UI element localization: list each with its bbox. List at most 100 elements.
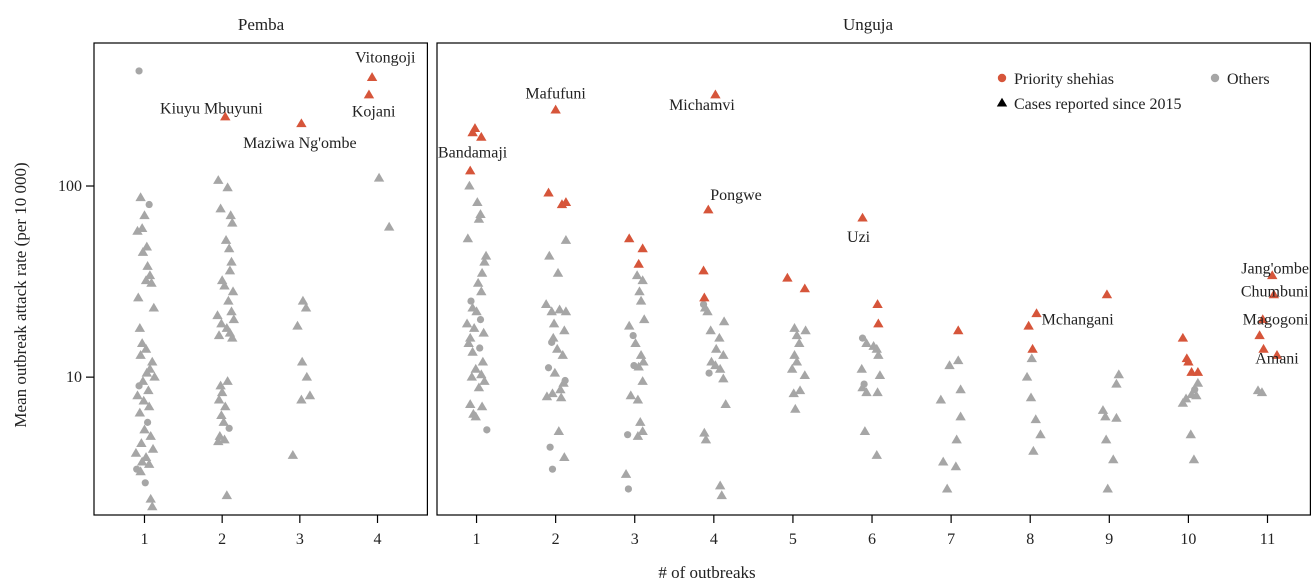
data-point-circle bbox=[624, 485, 633, 493]
data-point-triangle bbox=[716, 490, 727, 500]
x-tick-label: 5 bbox=[789, 531, 797, 548]
data-point-triangle bbox=[466, 371, 478, 381]
data-point-triangle bbox=[144, 270, 156, 280]
legend-marker bbox=[996, 97, 1008, 107]
data-point-triangle bbox=[215, 203, 226, 213]
data-point-triangle bbox=[471, 306, 482, 316]
data-point-triangle bbox=[133, 292, 144, 302]
data-point-circle bbox=[467, 297, 475, 305]
data-point-triangle bbox=[213, 330, 225, 340]
data-point-triangle bbox=[223, 243, 235, 253]
data-point-triangle bbox=[700, 434, 712, 444]
data-point-triangle bbox=[632, 431, 644, 440]
panel-frame bbox=[93, 42, 428, 516]
data-point-triangle bbox=[214, 431, 226, 440]
data-point-triangle bbox=[544, 250, 555, 260]
x-tick-label: 3 bbox=[296, 531, 304, 548]
data-point-triangle bbox=[463, 338, 474, 348]
data-point-triangle bbox=[213, 175, 224, 184]
data-point-triangle bbox=[1101, 289, 1113, 299]
data-point-triangle bbox=[1026, 353, 1037, 363]
data-point-circle bbox=[624, 431, 632, 439]
point-annotation: Vitongoji bbox=[355, 50, 416, 67]
x-tick-label: 1 bbox=[140, 531, 148, 548]
data-point-triangle bbox=[132, 225, 143, 235]
data-point-triangle bbox=[138, 395, 149, 405]
data-point-triangle bbox=[145, 431, 156, 440]
data-point-triangle bbox=[1025, 392, 1037, 402]
data-point-circle bbox=[135, 67, 143, 75]
data-point-triangle bbox=[301, 371, 313, 381]
data-point-triangle bbox=[1111, 412, 1122, 422]
data-point-triangle bbox=[699, 427, 710, 437]
point-annotation: Jang'ombe bbox=[1241, 261, 1309, 278]
data-point-triangle bbox=[1031, 308, 1042, 318]
data-point-triangle bbox=[297, 295, 309, 305]
data-point-triangle bbox=[473, 382, 485, 392]
data-point-triangle bbox=[147, 356, 158, 366]
panel-title: Pemba bbox=[238, 15, 285, 34]
data-point-triangle bbox=[856, 363, 867, 373]
data-point-triangle bbox=[635, 295, 647, 305]
data-point-triangle bbox=[465, 165, 476, 175]
data-point-triangle bbox=[857, 212, 868, 222]
data-point-triangle bbox=[143, 385, 154, 395]
data-point-triangle bbox=[540, 299, 552, 309]
data-point-triangle bbox=[625, 390, 636, 400]
data-point-triangle bbox=[718, 316, 730, 326]
data-point-triangle bbox=[791, 356, 803, 366]
data-point-triangle bbox=[560, 197, 572, 207]
data-point-triangle bbox=[546, 306, 557, 316]
x-tick-label: 3 bbox=[631, 531, 639, 548]
data-point-triangle bbox=[800, 325, 811, 335]
data-point-triangle bbox=[554, 304, 565, 314]
point-annotation: Mafufuni bbox=[525, 85, 586, 102]
data-point-triangle bbox=[1192, 367, 1204, 376]
data-point-triangle bbox=[543, 187, 554, 197]
data-point-triangle bbox=[215, 380, 226, 390]
data-point-triangle bbox=[553, 426, 565, 435]
data-point-triangle bbox=[631, 270, 643, 280]
data-point-triangle bbox=[789, 350, 800, 359]
data-point-triangle bbox=[480, 250, 492, 260]
data-point-triangle bbox=[861, 387, 872, 397]
data-point-triangle bbox=[139, 210, 150, 220]
data-point-triangle bbox=[635, 350, 647, 359]
data-point-triangle bbox=[624, 320, 635, 330]
data-point-triangle bbox=[1097, 405, 1109, 414]
legend-marker bbox=[1210, 73, 1220, 83]
data-point-triangle bbox=[1192, 377, 1204, 387]
data-point-triangle bbox=[472, 197, 483, 207]
data-point-triangle bbox=[148, 302, 160, 312]
data-point-triangle bbox=[857, 382, 868, 392]
data-point-triangle bbox=[223, 295, 234, 305]
data-point-triangle bbox=[720, 399, 731, 408]
x-tick-label: 8 bbox=[1026, 531, 1034, 548]
data-point-triangle bbox=[130, 447, 142, 457]
data-point-triangle bbox=[1185, 429, 1196, 439]
data-point-triangle bbox=[935, 394, 947, 404]
data-point-triangle bbox=[137, 246, 149, 256]
data-point-triangle bbox=[1108, 454, 1119, 464]
data-point-triangle bbox=[136, 456, 148, 466]
data-point-triangle bbox=[633, 258, 644, 268]
x-tick-label: 6 bbox=[868, 531, 876, 548]
data-point-triangle bbox=[226, 256, 237, 266]
data-point-triangle bbox=[873, 350, 884, 359]
data-point-circle bbox=[705, 369, 713, 377]
data-point-triangle bbox=[630, 338, 641, 348]
data-point-triangle bbox=[468, 323, 480, 332]
data-point-triangle bbox=[476, 131, 487, 141]
data-point-triangle bbox=[134, 407, 146, 417]
y-tick-label: 100 bbox=[58, 178, 82, 195]
data-point-triangle bbox=[213, 394, 225, 404]
data-point-triangle bbox=[373, 172, 385, 182]
x-tick-label: 10 bbox=[1180, 531, 1196, 548]
data-point-triangle bbox=[951, 434, 962, 444]
panel-pemba: Pemba 1 2 3 4 10 100 Vitongoji Kojani Kiuyu Mbuyu… bbox=[58, 15, 428, 548]
data-point-triangle bbox=[220, 234, 232, 244]
data-point-triangle bbox=[467, 346, 478, 356]
point-annotation: Mchangani bbox=[1042, 312, 1115, 329]
data-point-triangle bbox=[702, 306, 713, 316]
data-point-triangle bbox=[1021, 371, 1033, 381]
